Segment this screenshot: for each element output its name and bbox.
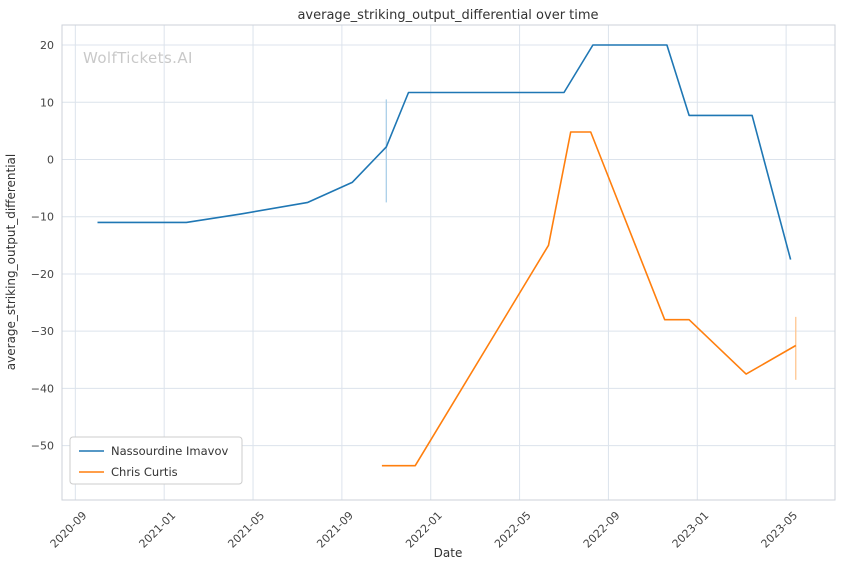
series-line-chris-curtis <box>381 131 797 467</box>
x-tick-label: 2021-09 <box>314 509 356 551</box>
plot-border <box>61 24 836 501</box>
data-layer <box>97 44 797 467</box>
x-tick-label: 2020-09 <box>48 509 90 551</box>
y-tick-label: 0 <box>47 153 54 166</box>
watermark: WolfTickets.AI <box>83 49 193 67</box>
y-axis-label: average_striking_output_differential <box>4 154 18 370</box>
grid-layer <box>61 24 836 501</box>
y-tick-label: −50 <box>31 440 54 453</box>
x-tick-label: 2023-01 <box>670 509 712 551</box>
legend: Nassourdine Imavov Chris Curtis <box>69 436 243 485</box>
x-tick-label: 2022-01 <box>403 509 445 551</box>
x-axis-label: Date <box>434 546 463 560</box>
legend-box <box>69 436 243 485</box>
y-tick-label: 20 <box>40 39 54 52</box>
chart-title: average_striking_output_differential ove… <box>297 8 598 23</box>
y-tick-label: −40 <box>31 382 54 395</box>
y-tick-label: 10 <box>40 96 54 109</box>
y-tick-label: −30 <box>31 325 54 338</box>
x-tick-label: 2023-05 <box>759 509 801 551</box>
legend-label: Chris Curtis <box>111 465 178 479</box>
y-tick-label: −20 <box>31 268 54 281</box>
series-line-nassourdine-imavov <box>97 44 792 260</box>
x-tick-label: 2021-01 <box>137 509 179 551</box>
x-tick-label: 2021-05 <box>225 509 267 551</box>
legend-label: Nassourdine Imavov <box>111 444 228 458</box>
x-tick-label: 2022-09 <box>581 509 623 551</box>
y-tick-label: −10 <box>31 211 54 224</box>
x-tick-label: 2022-05 <box>492 509 534 551</box>
